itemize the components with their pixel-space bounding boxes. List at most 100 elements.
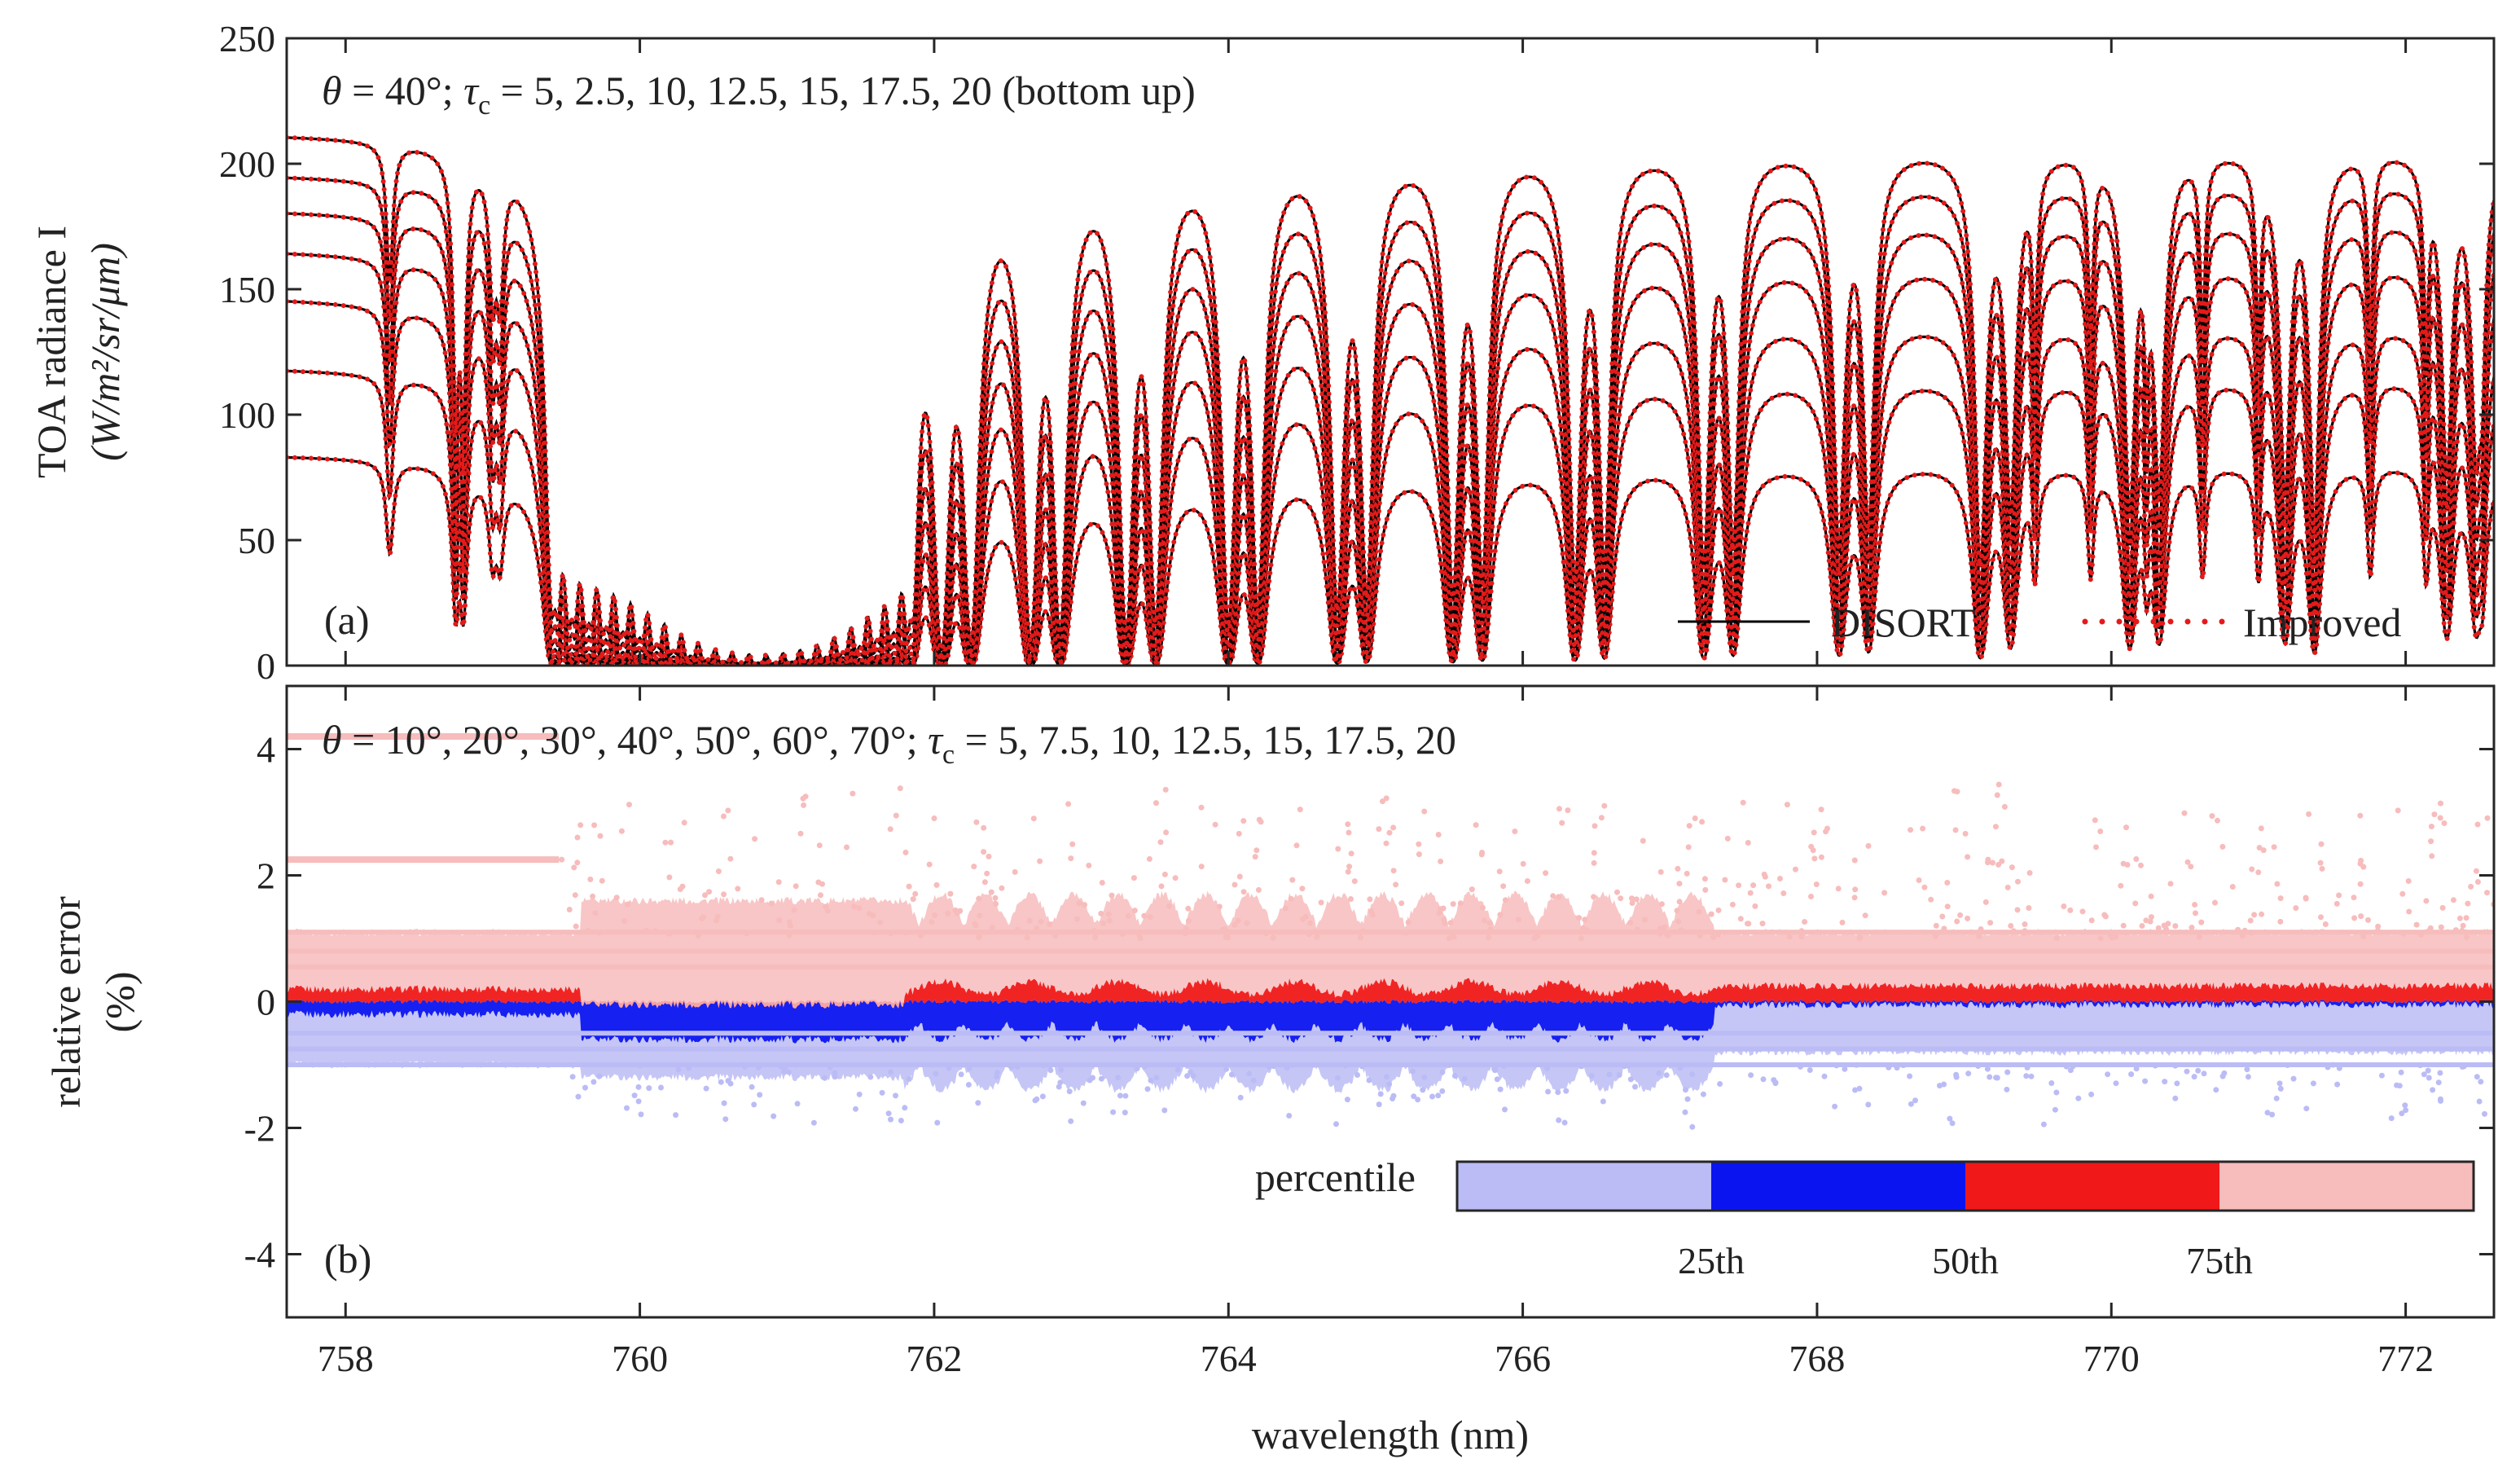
outlier-point [592,910,599,917]
outlier-point [822,1075,828,1081]
outlier-point [1144,1086,1151,1092]
outlier-point [1777,876,1783,881]
panel-b-xtick-label: 772 [2377,1338,2434,1379]
outlier-point [1090,1075,1095,1081]
outlier-point [1976,934,1982,939]
outlier-point [1182,930,1188,937]
outlier-point [1125,912,1131,919]
colorbar-frame [1455,1160,2475,1212]
outlier-point [1438,858,1444,864]
outlier-point [1833,1062,1840,1069]
outlier-point [2478,1079,2484,1085]
outlier-point [1598,815,1605,821]
outlier-point [2004,1069,2011,1075]
outlier-point [2181,810,2188,816]
outlier-point [981,879,988,886]
outlier-point [2473,868,2479,874]
outlier-point [2092,817,2098,824]
outlier-point [794,1101,801,1107]
outlier-point [1282,905,1289,912]
outlier-point [2474,821,2481,828]
outlier-point [2437,1096,2443,1102]
outlier-point [917,933,924,939]
outlier-point [2351,915,2358,921]
outlier-point [1677,1065,1684,1071]
outlier-point [1052,933,1059,939]
outlier-point [2128,1071,2135,1078]
outlier-point [1512,829,1518,834]
panel-a-tau-symbol: τ [463,68,480,113]
outlier-point [757,1092,763,1098]
percentile-colorbar: percentile 25th 50th 75th [1255,1154,2475,1281]
outlier-point [2198,919,2205,925]
outlier-point [1578,935,1585,942]
outlier-point [1047,921,1053,927]
outlier-point [1578,929,1584,935]
panel-b-ytick-label: 0 [257,982,275,1023]
outlier-point [1702,886,1709,893]
outlier-point [1937,1083,1943,1089]
outlier-point [1039,1093,1046,1100]
outlier-point [775,879,782,886]
outlier-point [1119,931,1126,937]
outlier-point [1479,904,1486,911]
outlier-point [752,836,758,842]
outlier-point [2244,1066,2250,1073]
outlier-point [1258,819,1264,825]
outlier-point [902,1105,908,1111]
outlier-point [1556,1117,1562,1123]
outlier-point [2374,927,2381,934]
outlier-point [906,883,912,890]
outlier-point [2147,918,2153,925]
outlier-point [2113,1080,2119,1087]
outlier-point [2067,907,2074,913]
outlier-point [2318,841,2325,847]
outlier-point [2260,847,2267,854]
outlier-point [2439,904,2446,911]
outlier-point [1286,1113,1293,1119]
outlier-point [2212,899,2218,906]
outlier-point [571,864,577,871]
outlier-point [1141,912,1148,919]
outlier-point [1098,910,1104,917]
outlier-point [1697,933,1703,939]
outlier-point [1390,824,1397,831]
outlier-point [1752,903,1758,909]
outlier-point [735,886,741,892]
panel-b-y-ticks: -4 -2 0 2 4 [244,729,2494,1276]
outlier-point [2219,843,2226,850]
outlier-point [2015,878,2021,885]
outlier-point [2247,917,2254,924]
outlier-point [2088,1091,2095,1097]
outlier-point [2303,1106,2310,1112]
outlier-point [1415,1097,1421,1103]
outlier-point [1439,1069,1446,1075]
outlier-point [2465,900,2471,907]
outlier-point [1939,913,1946,920]
outlier-point [1952,827,1959,833]
colorbar-band-75-100 [2219,1162,2474,1211]
outlier-point [1030,815,1037,822]
outlier-point [695,933,701,939]
outlier-point [1034,1096,1040,1102]
outlier-point [2325,1064,2331,1070]
outlier-point [1747,890,1754,896]
outlier-point [1962,830,1969,837]
outlier-point [635,1084,642,1090]
colorbar-tick-50th: 50th [1932,1240,1999,1281]
outlier-point [2097,935,2104,942]
outlier-point [1657,925,1664,932]
outlier-point [1219,926,1226,933]
outlier-point [1621,1063,1627,1070]
outlier-point [797,830,804,837]
outlier-point [2351,895,2357,901]
outlier-point [1696,908,1702,915]
outlier-point [1346,864,1353,870]
outlier-point [1999,858,2005,864]
outlier-point [2048,1080,2055,1086]
outlier-point [1482,917,1488,924]
panel-b-tau-sub: c [942,740,955,770]
outlier-point [2273,1095,2280,1101]
outlier-point [1253,847,1260,854]
outlier-point [686,1065,692,1071]
